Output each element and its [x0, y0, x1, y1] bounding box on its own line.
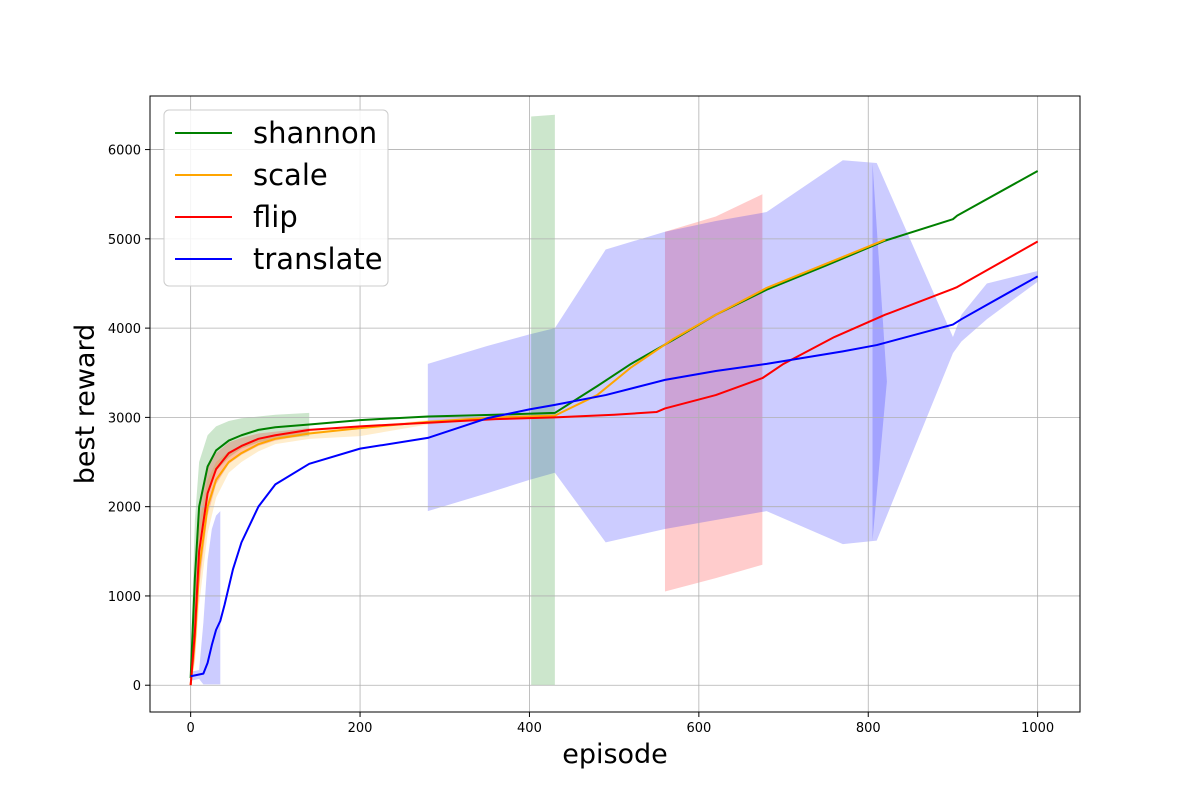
series-line-flip: [189, 240, 1039, 686]
band-flip-1: [664, 194, 763, 592]
band-extra-translate-1: [872, 162, 887, 541]
legend-label-translate: translate: [253, 242, 383, 276]
y-tick-label-5000: 5000: [108, 233, 141, 248]
legend-label-shannon: shannon: [253, 116, 377, 150]
legend-box: [163, 109, 389, 287]
y-tick-label-4000: 4000: [108, 322, 141, 337]
legend: shannon scale flip translate: [163, 109, 389, 287]
series-line-shannon: [189, 170, 1039, 679]
y-tick-label-6000: 6000: [108, 144, 141, 159]
y-tick-label-1000: 1000: [108, 590, 141, 605]
y-tick-label-0: 0: [133, 679, 141, 694]
x-tick-label-400: 400: [517, 721, 542, 736]
x-tick-label-200: 200: [348, 721, 373, 736]
series-line-scale: [189, 238, 886, 686]
x-tick-label-1000: 1000: [1021, 721, 1054, 736]
y-axis-label: best reward: [70, 324, 101, 485]
y-axis-ticks: 0 1000 2000 3000 4000 5000 6000: [108, 144, 150, 694]
band-extra-shannon-0: [531, 114, 555, 686]
series-lines: [189, 170, 1039, 686]
y-tick-label-3000: 3000: [108, 411, 141, 426]
legend-label-flip: flip: [253, 200, 298, 234]
confidence-bands: [190, 114, 1038, 686]
band-translate-1: [427, 160, 1038, 545]
x-axis-label: episode: [562, 739, 668, 770]
series-line-translate: [190, 275, 1039, 678]
legend-label-scale: scale: [253, 158, 328, 192]
x-axis-ticks: 0 200 400 600 800 1000: [187, 712, 1054, 736]
x-tick-label-600: 600: [686, 721, 711, 736]
y-tick-label-2000: 2000: [108, 501, 141, 516]
x-tick-label-0: 0: [187, 721, 195, 736]
x-tick-label-800: 800: [856, 721, 881, 736]
plot-frame: [149, 95, 1081, 713]
